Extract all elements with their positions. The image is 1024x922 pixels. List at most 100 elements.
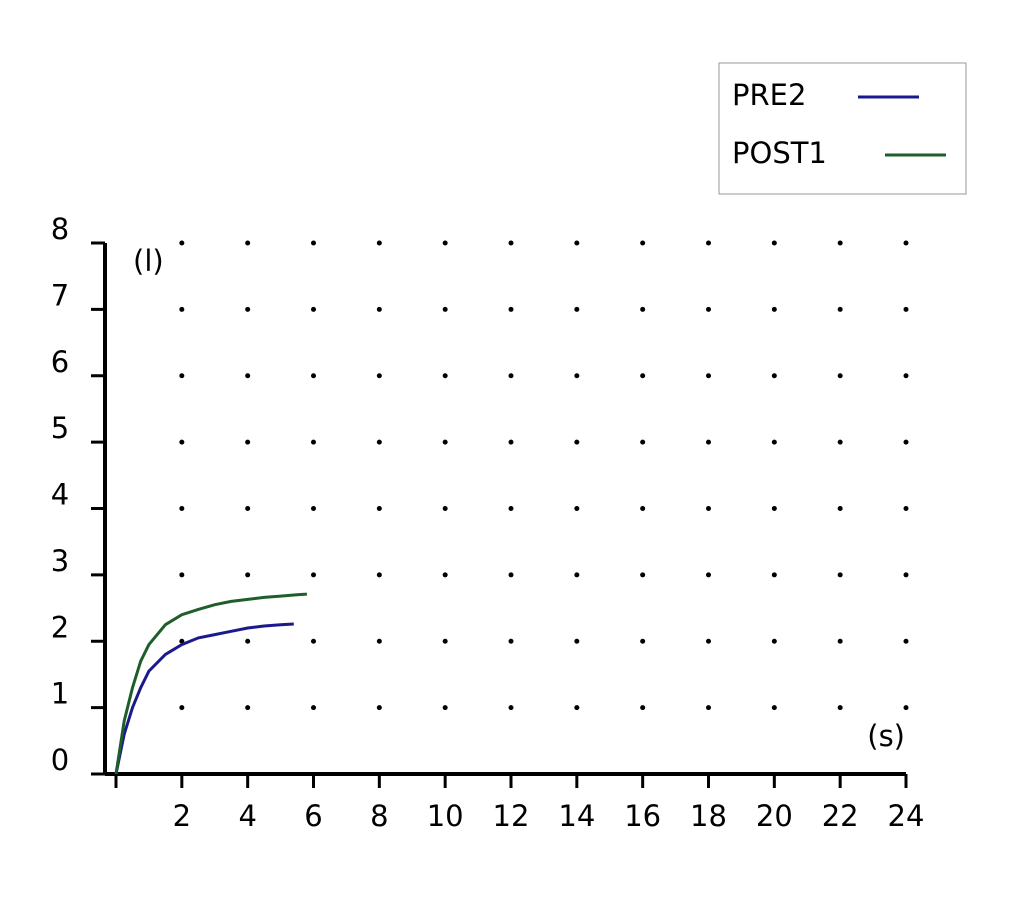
grid-dot [442,572,448,578]
grid-dot [179,306,185,312]
grid-dot [903,306,909,312]
grid-dot [640,638,646,644]
x-tick-label: 8 [370,799,388,833]
data-line [114,622,294,775]
grid-dot [771,572,777,578]
grid-dot [771,240,777,246]
x-tick-label: 16 [624,799,661,833]
grid-dot [179,240,185,246]
y-tick-label: 1 [51,677,69,711]
grid-dot [837,373,843,379]
y-tick-label: 2 [51,610,69,644]
grid-dot [376,705,382,711]
grid-dot [376,240,382,246]
grid-dot [311,705,316,711]
x-axis-label: (s) [867,719,905,753]
grid-dot [376,439,382,445]
grid-dot [442,373,448,379]
grid-dot [376,638,382,644]
grid-dot [574,240,580,246]
grid-dot [574,306,580,312]
grid-dot [903,572,909,578]
grid-dot [837,306,843,312]
y-axis-label: (l) [133,244,164,278]
grid-dot [508,506,514,511]
grid-dot [508,705,514,711]
grid-dot [508,373,514,379]
grid-dot [442,638,448,644]
grid-dot [640,506,646,511]
legend-label: PRE2 [732,78,806,112]
grid-dot [179,373,185,379]
grid-dot [771,439,777,445]
x-tick-label: 4 [238,799,256,833]
grid-dot [640,705,646,711]
grid-dot [311,638,316,644]
grid-dot [442,240,448,246]
grid-dot [640,240,646,246]
grid-dot [311,373,316,379]
y-tick-label: 8 [51,212,69,246]
grid-dot [903,506,909,511]
x-tick-label: 18 [690,799,727,833]
grid-dot [771,306,777,312]
legend-label: POST1 [732,136,827,170]
grid-dot [376,506,382,511]
grid-dot [837,240,843,246]
grid-dot [574,373,580,379]
grid-dot [574,506,580,511]
grid-dot [508,638,514,644]
grid-dot [771,373,777,379]
y-tick-label: 6 [51,345,69,379]
grid-dot [903,373,909,379]
grid-dot [706,705,711,711]
grid-dot [706,240,711,246]
grid-dot [771,705,777,711]
y-tick-label: 7 [51,278,69,312]
grid-dot [245,572,251,578]
x-tick-label: 22 [822,799,859,833]
grid-dot [706,373,711,379]
x-tick-label: 6 [304,799,322,833]
grid-dot [706,638,711,644]
grid-dot [640,306,646,312]
grid-dot [376,572,382,578]
grid-dot [179,572,185,578]
grid-dot [771,638,777,644]
grid-dot [903,705,909,711]
grid-dot [245,373,251,379]
grid-dot [442,439,448,445]
y-tick-label: 3 [51,544,69,578]
y-tick-label: 5 [51,411,69,445]
grid-dot [640,572,646,578]
grid-dot [903,240,909,246]
grid-dot [245,705,251,711]
grid-dot [442,506,448,511]
grid-dot [245,506,251,511]
grid-dot [771,506,777,511]
grid-dot [640,373,646,379]
grid-dot [837,439,843,445]
grid-dot [706,439,711,445]
grid-dot [706,306,711,312]
grid-dot [837,572,843,578]
grid-dot [508,306,514,312]
data-line [114,592,308,775]
grid-dot [508,240,514,246]
x-tick-label: 2 [173,799,191,833]
grid-dot [311,506,316,511]
grid-dot [442,306,448,312]
grid-dot [706,506,711,511]
grid-dot [245,306,251,312]
x-tick-label: 10 [427,799,464,833]
x-tick-label: 12 [493,799,530,833]
x-tick-label: 20 [756,799,793,833]
grid-dot [574,705,580,711]
grid-dot [508,572,514,578]
y-tick-label: 0 [51,743,69,777]
grid-dot [508,439,514,445]
grid-dot [311,572,316,578]
grid-dot [706,572,711,578]
